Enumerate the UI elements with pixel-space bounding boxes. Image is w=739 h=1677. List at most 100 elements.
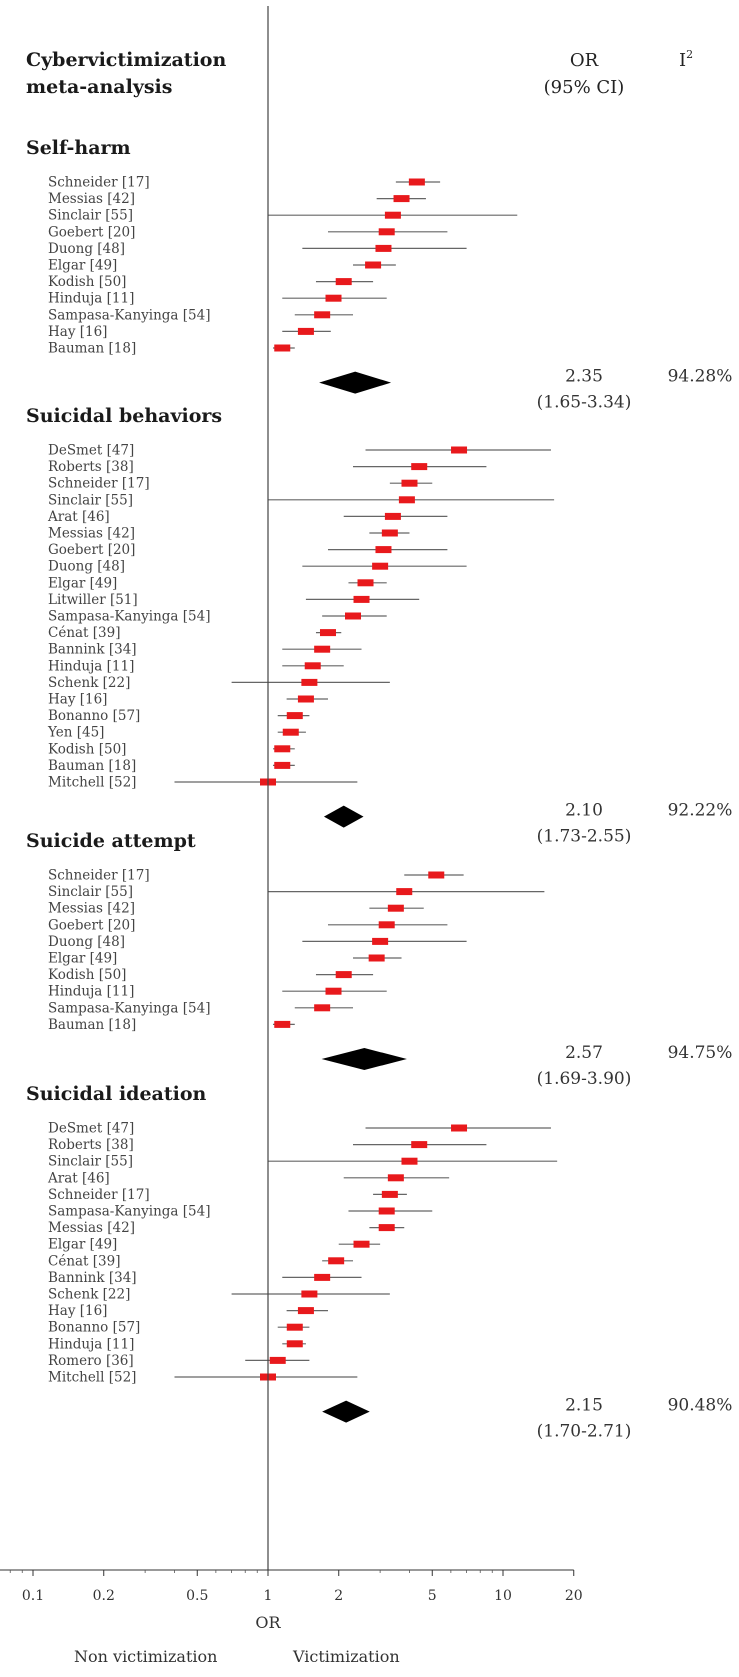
study-label: Duong [48] bbox=[48, 241, 125, 257]
effect-marker bbox=[375, 244, 392, 252]
tick-label: 2 bbox=[334, 1588, 343, 1604]
effect-marker bbox=[314, 645, 331, 653]
study-row: Bauman [18] bbox=[48, 758, 295, 774]
study-row: Sampasa-Kanyinga [54] bbox=[48, 609, 387, 625]
study-row: Messias [42] bbox=[48, 901, 424, 917]
effect-marker bbox=[381, 1190, 398, 1198]
pooled-or: 2.35 bbox=[565, 367, 603, 387]
section-self-harm: Self-harm Schneider [17]Messias [42]Sincl… bbox=[26, 137, 732, 413]
study-label: Arat [46] bbox=[47, 1170, 110, 1186]
study-row: Goebert [20] bbox=[48, 542, 448, 558]
study-row: Goebert [20] bbox=[48, 917, 448, 933]
study-row: Kodish [50] bbox=[48, 274, 374, 290]
study-label: Kodish [50] bbox=[48, 741, 126, 757]
effect-marker bbox=[411, 463, 428, 471]
study-label: Messias [42] bbox=[48, 526, 135, 542]
effect-marker bbox=[396, 888, 413, 896]
study-label: Cénat [39] bbox=[48, 1253, 121, 1269]
study-label: Bonanno [57] bbox=[48, 708, 140, 724]
study-label: Hinduja [11] bbox=[48, 984, 134, 1000]
effect-marker bbox=[328, 1257, 345, 1265]
section-title: Suicidal behaviors bbox=[26, 405, 222, 427]
effect-marker bbox=[378, 921, 395, 929]
study-label: Messias [42] bbox=[48, 1220, 135, 1236]
effect-marker bbox=[372, 562, 389, 570]
study-row: Sampasa-Kanyinga [54] bbox=[48, 307, 354, 323]
effect-marker bbox=[378, 1207, 395, 1215]
study-row: Kodish [50] bbox=[48, 967, 374, 983]
pooled-ci: (1.70-2.71) bbox=[537, 1422, 632, 1442]
effect-marker bbox=[384, 512, 401, 520]
tick-label: 1 bbox=[264, 1588, 273, 1604]
study-row: Sampasa-Kanyinga [54] bbox=[48, 1204, 433, 1220]
study-row: Sinclair [55] bbox=[48, 1154, 558, 1170]
study-label: Bannink [34] bbox=[48, 1270, 137, 1286]
effect-marker bbox=[393, 195, 410, 203]
study-row: Schneider [17] bbox=[48, 868, 464, 884]
study-row: Schneider [17] bbox=[48, 476, 433, 492]
pooled-i2: 94.75% bbox=[668, 1043, 733, 1063]
section-suicide-attempt: Suicide attempt Schneider [17]Sinclair [5… bbox=[26, 830, 732, 1089]
effect-marker bbox=[401, 1157, 418, 1165]
study-row: DeSmet [47] bbox=[48, 443, 551, 459]
study-row: Hinduja [11] bbox=[48, 1336, 306, 1352]
study-label: Schneider [17] bbox=[48, 1187, 150, 1203]
study-row: Duong [48] bbox=[48, 559, 467, 575]
study-label: Sinclair [55] bbox=[48, 208, 133, 224]
study-label: Sampasa-Kanyinga [54] bbox=[48, 1204, 211, 1220]
effect-marker bbox=[368, 954, 385, 962]
study-row: Litwiller [51] bbox=[48, 592, 420, 608]
effect-marker bbox=[357, 579, 374, 587]
section-title: Self-harm bbox=[26, 137, 131, 159]
study-label: Schenk [22] bbox=[48, 675, 130, 691]
study-label: Goebert [20] bbox=[48, 917, 135, 933]
study-label: Cénat [39] bbox=[48, 625, 121, 641]
title-line-2: meta-analysis bbox=[26, 76, 172, 98]
pooled-or: 2.10 bbox=[565, 801, 603, 821]
effect-marker bbox=[301, 678, 318, 686]
effect-marker bbox=[451, 446, 468, 454]
effect-marker bbox=[387, 904, 404, 912]
study-label: Sampasa-Kanyinga [54] bbox=[48, 609, 211, 625]
study-label: Goebert [20] bbox=[48, 224, 135, 240]
study-row: Roberts [38] bbox=[48, 459, 487, 475]
study-label: Elgar [49] bbox=[48, 258, 117, 274]
study-label: Romero [36] bbox=[48, 1353, 134, 1369]
study-row: Mitchell [52] bbox=[48, 1370, 358, 1386]
study-row: Romero [36] bbox=[48, 1353, 310, 1369]
study-row: Hay [16] bbox=[48, 1303, 328, 1319]
study-row: Sinclair [55] bbox=[48, 884, 545, 900]
effect-marker bbox=[282, 728, 299, 736]
effect-marker bbox=[353, 595, 370, 603]
study-label: DeSmet [47] bbox=[48, 443, 134, 459]
effect-marker bbox=[314, 311, 331, 319]
tick-label: 10 bbox=[494, 1588, 512, 1604]
section-title: Suicide attempt bbox=[26, 830, 196, 852]
study-row: Cénat [39] bbox=[48, 625, 342, 641]
effect-marker bbox=[398, 496, 415, 504]
study-label: Bonanno [57] bbox=[48, 1320, 140, 1336]
effect-marker bbox=[401, 479, 418, 487]
study-row: Elgar [49] bbox=[48, 1237, 381, 1253]
pooled-or: 2.57 bbox=[565, 1043, 603, 1063]
study-label: Hay [16] bbox=[48, 692, 107, 708]
section-title: Suicidal ideation bbox=[26, 1083, 207, 1105]
effect-marker bbox=[353, 1240, 370, 1248]
study-row: Hinduja [11] bbox=[48, 658, 344, 674]
effect-marker bbox=[274, 745, 291, 753]
study-row: Schneider [17] bbox=[48, 175, 441, 191]
study-row: Sinclair [55] bbox=[48, 208, 518, 224]
pooled-diamond bbox=[319, 371, 392, 394]
study-label: Hay [16] bbox=[48, 1303, 107, 1319]
ci-column-header: (95% CI) bbox=[544, 77, 625, 98]
effect-marker bbox=[335, 278, 352, 286]
effect-marker bbox=[408, 178, 425, 186]
study-label: Sinclair [55] bbox=[48, 884, 133, 900]
pooled-diamond bbox=[321, 1048, 407, 1070]
pooled-i2: 90.48% bbox=[668, 1396, 733, 1416]
study-row: Bauman [18] bbox=[48, 1017, 295, 1033]
effect-marker bbox=[274, 761, 291, 769]
effect-marker bbox=[297, 695, 314, 703]
study-label: Goebert [20] bbox=[48, 542, 135, 558]
